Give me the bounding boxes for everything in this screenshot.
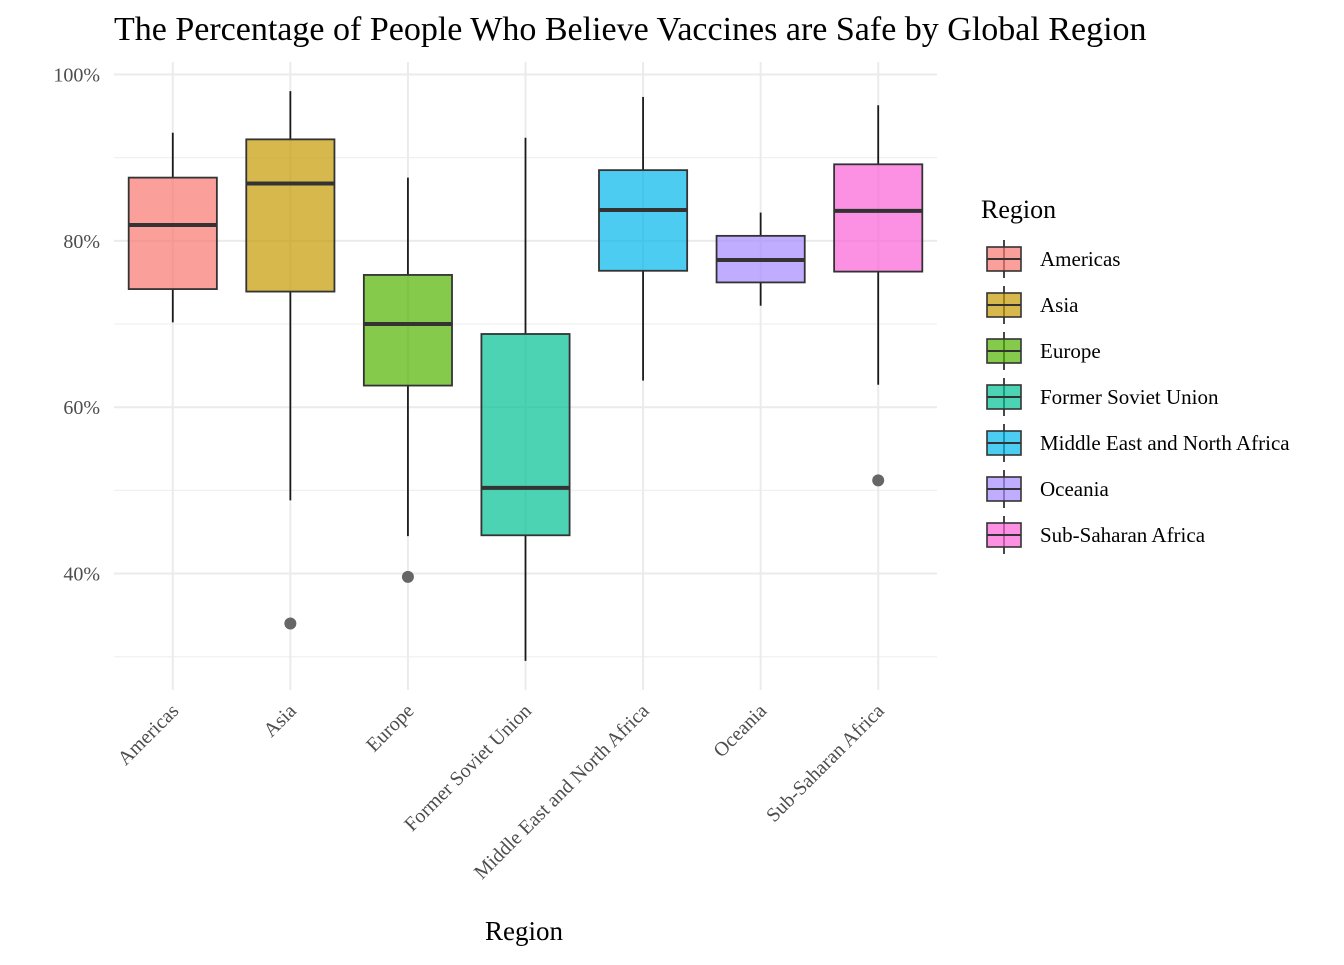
x-tick-label: Europe — [362, 700, 418, 756]
box-americas — [127, 132, 218, 323]
legend-item-oceania: Oceania — [986, 470, 1109, 508]
x-tick-label: Americas — [114, 700, 184, 770]
legend-label: Former Soviet Union — [1040, 385, 1219, 409]
x-tick-label: Sub-Saharan Africa — [762, 700, 889, 827]
box-sub-saharan-africa — [833, 105, 924, 487]
plot-area — [127, 91, 924, 661]
box-iqr — [480, 333, 571, 537]
x-tick-label: Former Soviet Union — [400, 700, 536, 836]
legend-label: Europe — [1040, 339, 1101, 363]
legend-item-sub-saharan-africa: Sub-Saharan Africa — [986, 516, 1206, 554]
box-asia — [245, 91, 336, 630]
legend-label: Asia — [1040, 293, 1079, 317]
box-former-soviet-union — [480, 137, 571, 661]
outlier-point — [872, 474, 885, 487]
box-iqr — [833, 163, 924, 273]
outlier-point — [401, 570, 414, 583]
box-iqr — [245, 138, 336, 293]
x-tick-label: Asia — [259, 700, 301, 742]
legend-label: Americas — [1040, 247, 1120, 271]
y-tick-label: 60% — [63, 397, 100, 419]
x-axis-title: Region — [485, 916, 563, 946]
x-tick-label: Oceania — [709, 700, 771, 762]
y-axis: 40% 60% 80% 100% — [53, 64, 100, 585]
legend-item-europe: Europe — [986, 332, 1101, 370]
y-tick-label: 40% — [63, 564, 100, 586]
legend-label: Middle East and North Africa — [1040, 431, 1290, 455]
box-iqr — [362, 274, 453, 387]
legend-item-middle-east-and-north-africa: Middle East and North Africa — [986, 424, 1290, 462]
legend-label: Sub-Saharan Africa — [1040, 523, 1206, 547]
legend-label: Oceania — [1040, 477, 1109, 501]
legend-item-asia: Asia — [986, 286, 1079, 324]
box-europe — [362, 177, 453, 583]
y-tick-label: 100% — [53, 64, 100, 86]
legend-item-americas: Americas — [986, 240, 1120, 278]
box-middle-east-and-north-africa — [598, 96, 689, 381]
outlier-point — [284, 617, 297, 630]
chart-title: The Percentage of People Who Believe Vac… — [114, 11, 1147, 48]
y-tick-label: 80% — [63, 231, 100, 253]
legend-item-former-soviet-union: Former Soviet Union — [986, 378, 1219, 416]
box-oceania — [715, 212, 806, 306]
box-iqr — [127, 176, 218, 290]
legend: Region Americas Asia Europe Former Soviet U… — [981, 195, 1290, 554]
legend-title: Region — [981, 195, 1056, 224]
box-iqr — [598, 169, 689, 272]
